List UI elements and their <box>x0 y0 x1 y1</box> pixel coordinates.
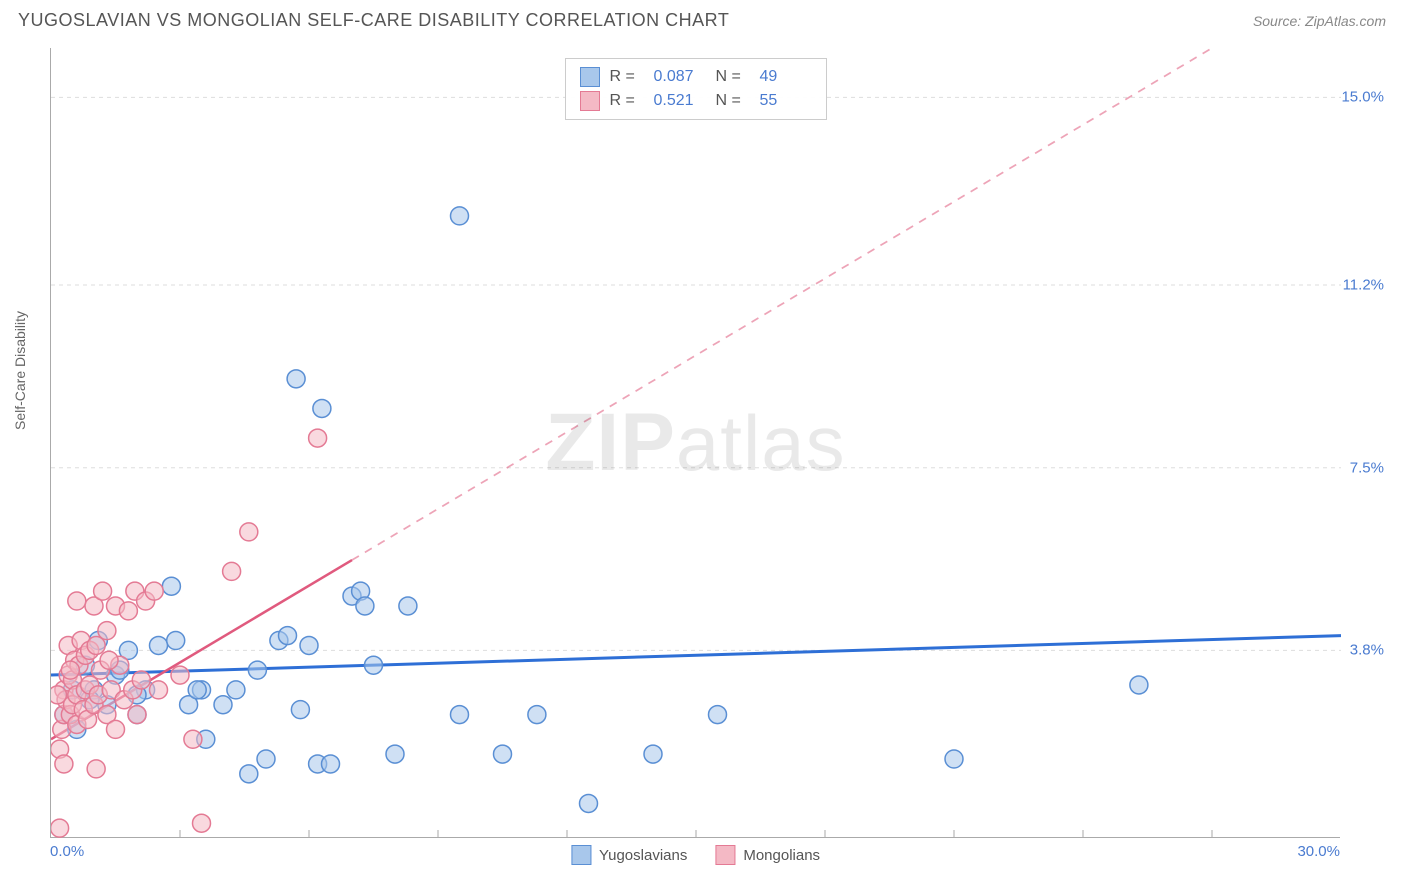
legend-label: Mongolians <box>743 847 820 864</box>
x-tick-label: 30.0% <box>1290 843 1340 860</box>
bottom-legend: Yugoslavians Mongolians <box>571 845 820 865</box>
y-tick-label: 3.8% <box>1350 642 1384 659</box>
stat-r-label: R = <box>610 68 644 86</box>
chart-header: YUGOSLAVIAN VS MONGOLIAN SELF-CARE DISAB… <box>0 0 1406 39</box>
chart-title: YUGOSLAVIAN VS MONGOLIAN SELF-CARE DISAB… <box>18 10 729 31</box>
legend-swatch-mongolians <box>715 845 735 865</box>
chart-source: Source: ZipAtlas.com <box>1253 13 1386 29</box>
plot-area: ZIPatlas R = 0.087 N = 49 R = 0.521 N = … <box>50 48 1340 838</box>
stat-n-label: N = <box>716 92 750 110</box>
legend-swatch-yugoslavians <box>571 845 591 865</box>
swatch-yugoslavians <box>580 67 600 87</box>
stats-legend: R = 0.087 N = 49 R = 0.521 N = 55 <box>565 58 827 120</box>
stats-row-mongolians: R = 0.521 N = 55 <box>580 89 812 113</box>
y-tick-label: 15.0% <box>1341 89 1384 106</box>
stat-r-value: 0.087 <box>654 68 706 86</box>
stat-r-value: 0.521 <box>654 92 706 110</box>
legend-label: Yugoslavians <box>599 847 687 864</box>
swatch-mongolians <box>580 91 600 111</box>
stats-row-yugoslavians: R = 0.087 N = 49 <box>580 65 812 89</box>
stat-n-value: 55 <box>760 92 812 110</box>
y-tick-label: 7.5% <box>1350 459 1384 476</box>
stat-r-label: R = <box>610 92 644 110</box>
stat-n-label: N = <box>716 68 750 86</box>
stat-n-value: 49 <box>760 68 812 86</box>
y-axis-label: Self-Care Disability <box>12 311 28 430</box>
legend-item-mongolians: Mongolians <box>715 845 820 865</box>
plot-svg <box>51 48 1341 838</box>
y-tick-label: 11.2% <box>1343 277 1384 294</box>
x-tick-label: 0.0% <box>50 843 84 860</box>
legend-item-yugoslavians: Yugoslavians <box>571 845 687 865</box>
chart-container: ZIPatlas R = 0.087 N = 49 R = 0.521 N = … <box>50 48 1390 838</box>
